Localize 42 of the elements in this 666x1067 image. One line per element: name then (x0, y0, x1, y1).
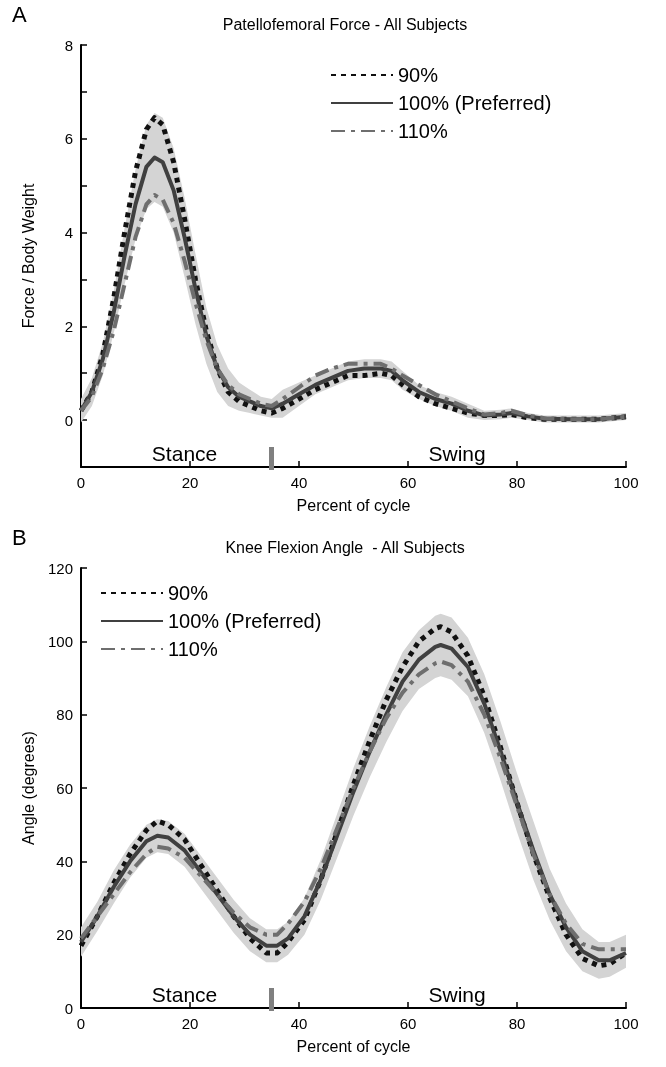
y-tick-label: 2 (64, 317, 73, 335)
x-tick-label: 60 (399, 1015, 417, 1032)
x-tick-label: 80 (508, 474, 526, 491)
text: B (12, 524, 27, 550)
x-tick-label: 40 (290, 474, 308, 491)
chart-title: Knee Flexion Angle - All Subjects (225, 538, 465, 556)
legend-label: 100% (Preferred) (168, 610, 322, 632)
text: A (12, 1, 27, 27)
legend-label: 90% (168, 582, 209, 604)
annotation: Stance (151, 442, 218, 465)
x-tick-label: 20 (181, 474, 199, 491)
x-tick-label: 20 (181, 1015, 199, 1032)
x-tick-label: 80 (508, 1015, 526, 1032)
y-tick-label: 80 (56, 706, 73, 724)
x-tick-label: 100 (613, 474, 639, 491)
legend-label: 100% (Preferred) (398, 92, 552, 114)
x-axis-title: Percent of cycle (296, 496, 411, 514)
chart-title: Patellofemoral Force - All Subjects (222, 15, 468, 33)
y-tick-label: 40 (56, 852, 73, 870)
y-tick-label: 60 (56, 779, 73, 797)
x-tick-label: 60 (399, 474, 417, 491)
x-axis-title: Percent of cycle (296, 1037, 411, 1055)
legend-label: 110% (168, 638, 218, 660)
y-tick-label: 100 (47, 632, 73, 650)
y-axis-title: Force / Body Weight (19, 183, 37, 329)
legend-label: 90% (398, 64, 439, 86)
y-tick-label: 4 (64, 224, 73, 242)
y-tick-label: 20 (56, 926, 73, 944)
annotation: Swing (428, 442, 486, 465)
y-tick-label: 0 (64, 999, 73, 1017)
legend-label: 110% (398, 120, 448, 142)
x-tick-label: 0 (76, 474, 86, 491)
annotation: Stance (151, 983, 218, 1006)
x-tick-label: 0 (76, 1015, 86, 1032)
y-tick-label: 6 (64, 130, 73, 148)
y-axis-title: Angle (degrees) (19, 731, 37, 845)
x-tick-label: 40 (290, 1015, 308, 1032)
y-tick-label: 0 (64, 411, 73, 429)
annotation: Swing (428, 983, 486, 1006)
y-tick-label: 120 (47, 559, 73, 577)
x-tick-label: 100 (613, 1015, 639, 1032)
y-tick-label: 8 (64, 36, 73, 54)
